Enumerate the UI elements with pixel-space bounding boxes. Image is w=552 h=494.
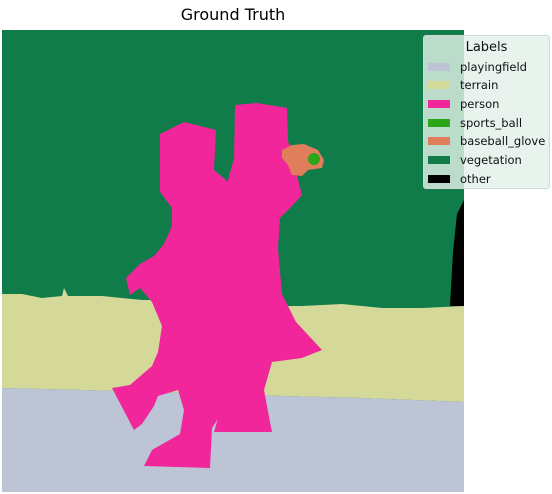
region-other: [450, 200, 464, 306]
legend-label: sports_ball: [460, 116, 523, 130]
legend: Labels playingfield terrain person sport…: [423, 35, 550, 189]
legend-label: vegetation: [460, 153, 522, 167]
legend-item-playingfield: playingfield: [428, 59, 527, 75]
legend-item-terrain: terrain: [428, 77, 498, 93]
legend-label: other: [460, 172, 491, 186]
legend-label: baseball_glove: [460, 134, 546, 148]
legend-swatch-vegetation: [428, 156, 450, 164]
legend-item-sports-ball: sports_ball: [428, 115, 522, 131]
legend-item-baseball-glove: baseball_glove: [428, 133, 545, 149]
legend-item-vegetation: vegetation: [428, 152, 522, 168]
region-playingfield: [2, 388, 464, 492]
legend-title: Labels: [465, 40, 508, 55]
legend-item-other: other: [428, 171, 491, 187]
legend-label: person: [460, 97, 500, 111]
legend-swatch-playingfield: [428, 63, 450, 71]
legend-swatch-sports-ball: [428, 119, 450, 127]
legend-swatch-baseball-glove: [428, 137, 450, 145]
legend-swatch-other: [428, 175, 450, 183]
legend-label: playingfield: [460, 60, 527, 74]
region-sports-ball: [308, 153, 320, 165]
legend-item-person: person: [428, 96, 499, 112]
region-person-front: [112, 122, 260, 468]
region-baseball-glove: [282, 144, 324, 176]
legend-swatch-person: [428, 100, 450, 108]
segmentation-map: [2, 30, 464, 492]
legend-label: terrain: [460, 78, 499, 92]
region-person-back: [202, 103, 322, 432]
legend-swatch-terrain: [428, 81, 450, 89]
figure-title: Ground Truth: [180, 5, 286, 24]
